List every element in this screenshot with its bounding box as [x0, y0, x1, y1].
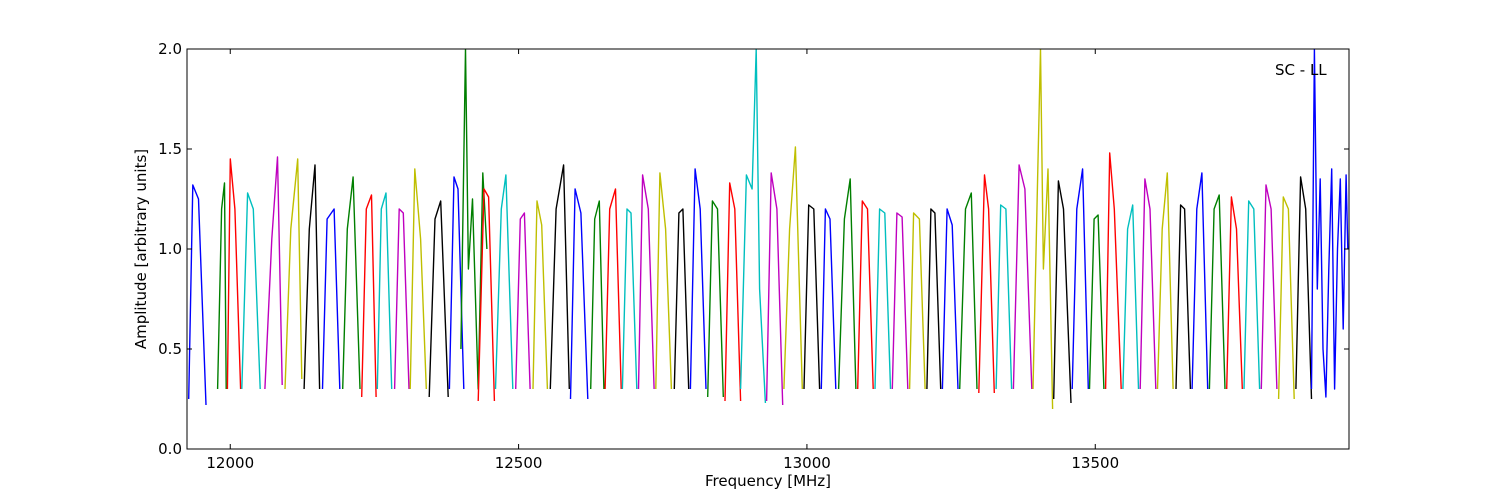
series-layer [188, 49, 1349, 410]
series-line-57 [1208, 194, 1226, 390]
x-axis-label: Frequency [MHz] [705, 472, 831, 490]
series-line-38 [874, 208, 892, 390]
series-line-19 [532, 200, 549, 390]
series-line-61 [1277, 196, 1295, 400]
series-line-25 [637, 174, 655, 390]
y-tick-label-3: 1.5 [158, 140, 182, 158]
y-tick-label-4: 2.0 [158, 40, 182, 58]
series-line-39 [891, 212, 909, 390]
series-line-21 [569, 188, 589, 400]
series-line-13 [428, 200, 449, 398]
series-line-10 [376, 192, 393, 390]
series-line-5 [284, 158, 303, 390]
series-line-63 [1310, 49, 1349, 398]
series-line-23 [604, 188, 622, 390]
series-line-26 [655, 172, 673, 390]
series-line-20 [549, 164, 570, 390]
series-line-11 [393, 208, 410, 390]
series-line-18 [515, 212, 531, 390]
series-line-4 [264, 156, 283, 390]
series-line-37 [857, 200, 874, 390]
series-line-60 [1260, 184, 1278, 390]
series-line-29 [707, 200, 724, 398]
series-line-59 [1243, 200, 1261, 390]
x-tick-label-2: 13000 [783, 454, 831, 472]
series-line-2 [226, 158, 242, 390]
y-tick-label-0: 0.0 [158, 440, 182, 458]
series-line-17 [494, 174, 514, 390]
series-line-34 [803, 204, 821, 390]
x-tick-label-0: 12000 [206, 454, 254, 472]
series-line-49 [1071, 168, 1089, 390]
series-line-9 [361, 194, 377, 398]
y-tick-label-1: 0.5 [158, 340, 182, 358]
series-line-15 [460, 49, 488, 390]
series-line-55 [1175, 204, 1192, 390]
series-line-35 [820, 208, 837, 390]
series-line-31 [739, 49, 767, 404]
series-line-58 [1226, 196, 1243, 390]
series-line-56 [1191, 172, 1209, 390]
series-line-46 [1012, 164, 1033, 390]
series-line-36 [837, 178, 857, 390]
series-line-12 [409, 168, 427, 390]
series-line-3 [241, 192, 261, 390]
series-line-27 [673, 208, 690, 390]
series-line-41 [926, 208, 942, 390]
series-line-40 [908, 212, 926, 390]
series-line-43 [959, 192, 978, 390]
series-line-45 [995, 204, 1013, 390]
x-tick-label-1: 12500 [495, 454, 543, 472]
series-line-48 [1053, 180, 1072, 404]
series-line-14 [448, 176, 465, 390]
x-axis-ticks: 12000 12500 13000 13500 [206, 49, 1119, 472]
series-line-28 [689, 168, 707, 390]
series-line-8 [342, 176, 361, 390]
x-tick-label-3: 13500 [1071, 454, 1119, 472]
series-line-52 [1122, 204, 1140, 390]
series-line-50 [1088, 214, 1105, 390]
series-line-44 [978, 174, 995, 394]
series-line-54 [1156, 172, 1174, 390]
y-tick-label-2: 1.0 [158, 240, 182, 258]
series-line-0 [188, 184, 207, 406]
series-line-6 [303, 164, 321, 390]
y-axis-ticks: 0.0 0.5 1.0 1.5 2.0 [158, 40, 1349, 458]
series-line-62 [1295, 176, 1313, 400]
y-axis-label: Amplitude [arbitrary units] [132, 149, 150, 349]
series-line-1 [216, 182, 227, 390]
series-line-42 [941, 208, 959, 390]
series-line-32 [765, 172, 784, 406]
series-line-7 [321, 208, 341, 390]
series-line-47 [1032, 49, 1054, 410]
series-line-16 [477, 188, 496, 402]
series-line-51 [1104, 152, 1122, 390]
series-line-24 [621, 208, 638, 390]
series-line-33 [783, 146, 803, 390]
series-line-53 [1139, 178, 1157, 390]
chart-annotation: SC - LL [1275, 61, 1327, 79]
series-line-30 [724, 182, 742, 402]
series-line-22 [590, 200, 605, 390]
